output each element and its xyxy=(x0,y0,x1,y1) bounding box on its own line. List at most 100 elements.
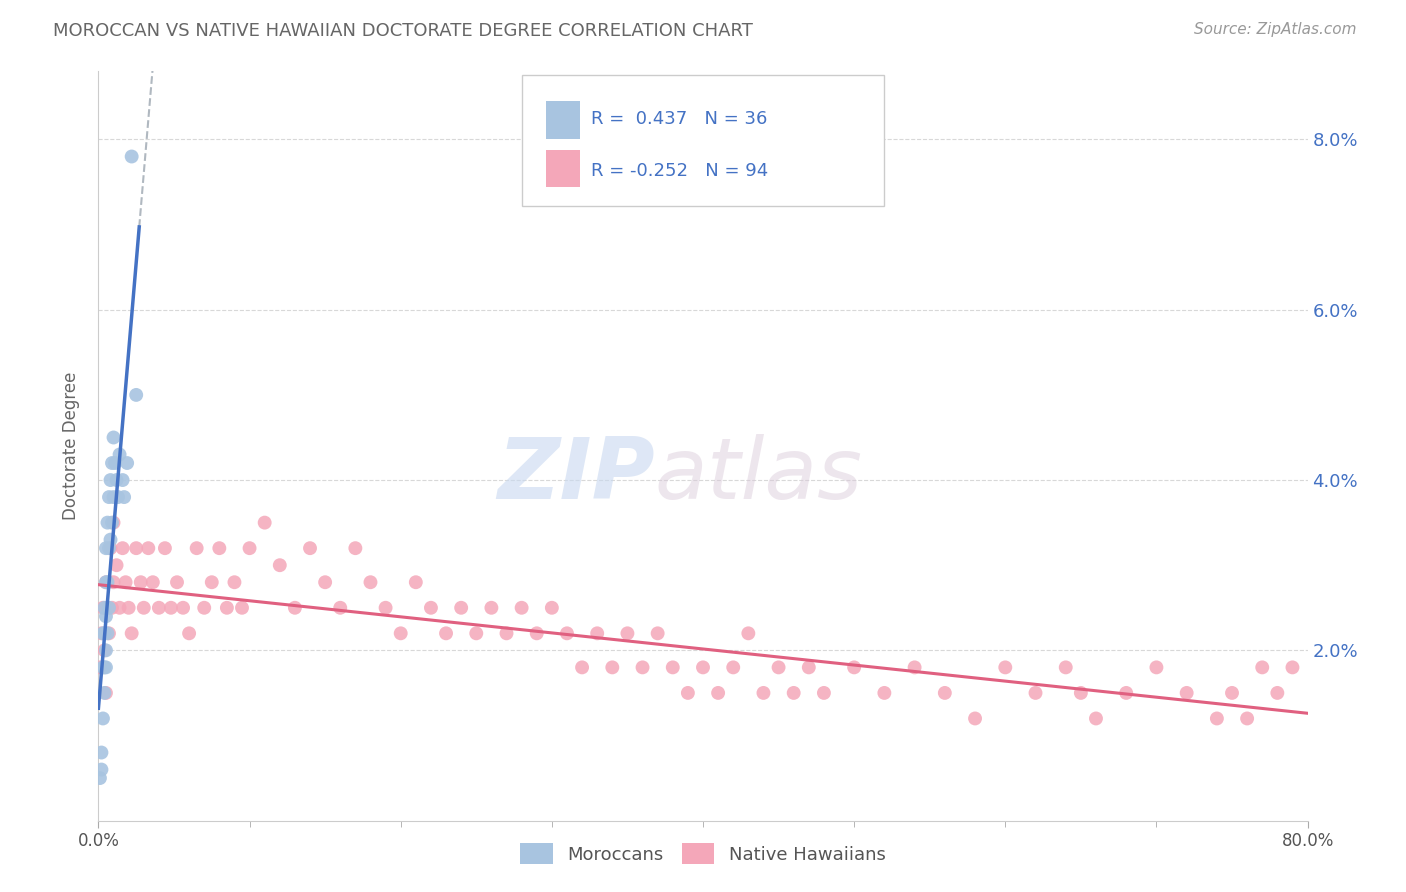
Point xyxy=(142,575,165,590)
Point xyxy=(783,686,806,700)
Point xyxy=(329,600,352,615)
Point xyxy=(723,660,745,674)
Point xyxy=(314,575,336,590)
Point xyxy=(94,643,117,657)
Point xyxy=(94,541,117,556)
Point xyxy=(105,558,128,573)
Point xyxy=(540,600,562,615)
Point xyxy=(153,541,176,556)
Point xyxy=(510,600,533,615)
Point xyxy=(89,771,111,785)
Point xyxy=(434,626,457,640)
Point xyxy=(93,686,115,700)
Point xyxy=(405,575,427,590)
Point xyxy=(98,490,121,504)
Point xyxy=(797,660,820,674)
Point xyxy=(93,660,115,674)
Point xyxy=(631,660,654,674)
Point xyxy=(616,626,638,640)
Point xyxy=(115,456,138,470)
Point xyxy=(813,686,835,700)
Point xyxy=(201,575,224,590)
Point xyxy=(93,600,115,615)
Text: ZIP: ZIP xyxy=(496,434,655,517)
Point xyxy=(661,660,683,674)
Point xyxy=(768,660,790,674)
Point xyxy=(752,686,775,700)
Point xyxy=(1251,660,1274,674)
Text: R = -0.252   N = 94: R = -0.252 N = 94 xyxy=(591,162,768,180)
Point xyxy=(111,541,134,556)
Point xyxy=(707,686,730,700)
Point xyxy=(676,686,699,700)
Point xyxy=(91,626,114,640)
Point xyxy=(844,660,866,674)
Point xyxy=(100,533,122,547)
Point xyxy=(737,626,759,640)
Point xyxy=(90,763,112,777)
Point xyxy=(136,541,159,556)
Point xyxy=(90,626,112,640)
Point xyxy=(94,575,117,590)
Point xyxy=(103,516,125,530)
Point xyxy=(299,541,322,556)
Point xyxy=(647,626,669,640)
Point xyxy=(420,600,443,615)
Point xyxy=(450,600,472,615)
Legend: Moroccans, Native Hawaiians: Moroccans, Native Hawaiians xyxy=(513,837,893,871)
Point xyxy=(94,686,117,700)
Point xyxy=(98,600,121,615)
Point xyxy=(100,541,122,556)
Point xyxy=(96,626,118,640)
Point xyxy=(555,626,578,640)
Point xyxy=(148,600,170,615)
Point xyxy=(374,600,396,615)
Point xyxy=(269,558,291,573)
Point xyxy=(1144,660,1167,674)
Point xyxy=(1220,686,1243,700)
Point xyxy=(1267,686,1289,700)
Point xyxy=(526,626,548,640)
Point xyxy=(98,541,121,556)
Point xyxy=(284,600,307,615)
Text: R =  0.437   N = 36: R = 0.437 N = 36 xyxy=(591,110,766,128)
Point xyxy=(103,430,125,444)
Text: Source: ZipAtlas.com: Source: ZipAtlas.com xyxy=(1194,22,1357,37)
FancyBboxPatch shape xyxy=(546,102,579,139)
Point xyxy=(1236,711,1258,725)
Point xyxy=(1024,686,1046,700)
Point xyxy=(105,473,128,487)
Point xyxy=(94,609,117,624)
Point xyxy=(125,541,148,556)
Point xyxy=(253,516,276,530)
Point xyxy=(692,660,714,674)
Point xyxy=(571,660,593,674)
Point xyxy=(94,575,117,590)
Point xyxy=(1054,660,1077,674)
Point xyxy=(96,600,118,615)
Point xyxy=(179,626,201,640)
Point xyxy=(193,600,215,615)
Point xyxy=(129,575,152,590)
Point xyxy=(1206,711,1229,725)
Point xyxy=(101,600,124,615)
Point xyxy=(994,660,1017,674)
Point xyxy=(111,473,134,487)
Point xyxy=(495,626,517,640)
Point xyxy=(104,456,127,470)
Point xyxy=(465,626,488,640)
Point xyxy=(904,660,927,674)
Point xyxy=(118,600,141,615)
Text: atlas: atlas xyxy=(655,434,863,517)
Point xyxy=(107,490,129,504)
Point xyxy=(96,516,118,530)
FancyBboxPatch shape xyxy=(546,150,579,187)
Point xyxy=(166,575,188,590)
Point xyxy=(160,600,183,615)
Point xyxy=(224,575,246,590)
Point xyxy=(91,711,114,725)
Point xyxy=(172,600,194,615)
Point xyxy=(91,660,114,674)
Point xyxy=(239,541,262,556)
Point xyxy=(96,575,118,590)
